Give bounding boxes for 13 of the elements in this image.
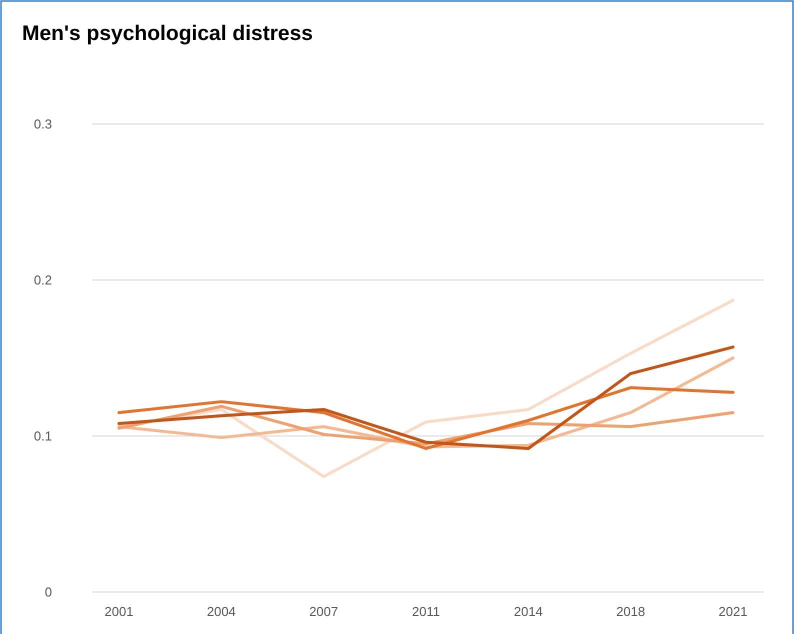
y-tick-label: 0: [44, 584, 52, 600]
x-tick-label: 2018: [616, 604, 646, 619]
x-tick-label: 2001: [104, 604, 134, 619]
y-tick-label: 0.1: [34, 428, 52, 444]
x-tick-label: 2014: [514, 604, 543, 619]
x-tick-label: 2011: [412, 604, 440, 619]
x-tick-label: 2021: [718, 604, 748, 619]
x-tick-label: 2004: [206, 604, 236, 619]
x-tick-label: 2007: [309, 604, 338, 619]
line-series: [118, 386, 734, 450]
y-tick-label: 0.2: [34, 272, 52, 288]
chart-title: Men's psychological distress: [22, 22, 313, 45]
y-tick-label: 0.3: [34, 116, 52, 132]
